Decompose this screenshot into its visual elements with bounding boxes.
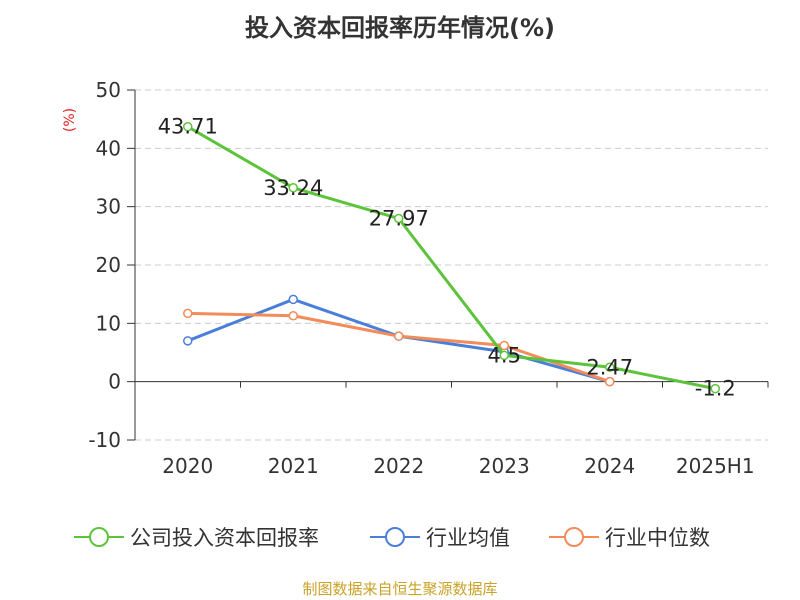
data-label: 43.71 <box>158 115 218 139</box>
y-tick-label: 40 <box>96 136 121 160</box>
legend-marker-icon <box>370 527 420 547</box>
data-point <box>499 340 509 351</box>
data-source-note: 制图数据来自恒生聚源数据库 <box>302 580 498 598</box>
data-point <box>394 331 404 341</box>
data-point <box>183 336 193 346</box>
x-tick-label: 2023 <box>479 454 530 478</box>
data-label: 33.24 <box>263 176 323 200</box>
legend-item-industry-median[interactable]: 行业中位数 <box>549 522 710 552</box>
x-tick-label: 2024 <box>584 454 635 478</box>
chart-title: 投入资本回报率历年情况(%) <box>245 14 555 42</box>
y-tick-label: 10 <box>96 311 121 335</box>
series-line <box>186 125 716 391</box>
x-tick-label: 2020 <box>162 454 213 478</box>
y-tick-label: 20 <box>96 253 121 277</box>
legend-label: 公司投入资本回报率 <box>130 526 319 550</box>
data-point <box>183 308 193 319</box>
data-point <box>605 376 615 387</box>
data-label: 27.97 <box>369 207 429 231</box>
y-tick-label: -10 <box>88 428 121 452</box>
data-point <box>710 383 720 394</box>
data-point <box>499 350 509 361</box>
x-tick-label: 2025H1 <box>676 454 755 478</box>
legend-item-industry-mean[interactable]: 行业均值 <box>370 522 510 552</box>
y-tick-label: 50 <box>96 78 121 102</box>
legend-item-company-roic[interactable]: 公司投入资本回报率 <box>74 522 319 552</box>
data-point <box>394 213 404 224</box>
x-tick-label: 2022 <box>373 454 424 478</box>
data-label: 2.47 <box>586 355 633 379</box>
line-chart: 50 40 30 20 10 0 -10 2020 2021 2022 2023 2024 2025H1… <box>88 78 769 478</box>
data-point <box>605 362 615 373</box>
data-point <box>288 183 298 193</box>
legend-label: 行业均值 <box>426 526 510 550</box>
data-label: 4.5 <box>488 343 521 367</box>
data-label: -1.2 <box>695 377 736 401</box>
y-tick-label: 30 <box>96 195 121 219</box>
data-point <box>183 121 193 132</box>
legend-marker-icon <box>74 527 124 547</box>
y-tick-label: 0 <box>108 370 121 394</box>
x-tick-label: 2021 <box>268 454 319 478</box>
data-point <box>288 311 298 321</box>
data-point <box>288 294 298 305</box>
legend-marker-icon <box>549 527 599 547</box>
chart-legend: 公司投入资本回报率 行业均值 行业中位数 <box>0 522 800 552</box>
legend-label: 行业中位数 <box>605 526 710 550</box>
